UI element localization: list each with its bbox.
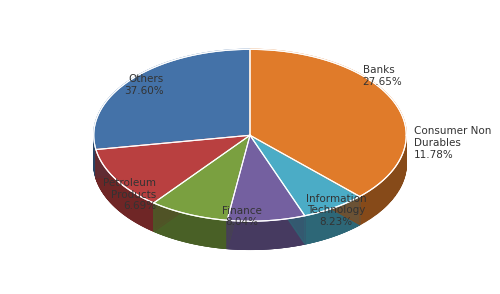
Polygon shape [385,178,386,207]
Polygon shape [383,180,384,209]
Polygon shape [94,49,250,150]
Polygon shape [386,176,388,205]
Polygon shape [250,135,360,225]
Polygon shape [396,164,398,193]
Polygon shape [250,135,360,225]
Text: Consumer Non
Durables
11.78%: Consumer Non Durables 11.78% [414,126,492,160]
Polygon shape [380,182,381,211]
Text: Others
37.60%: Others 37.60% [124,74,164,96]
Polygon shape [368,191,370,219]
Text: Banks
27.65%: Banks 27.65% [362,65,402,87]
Polygon shape [393,169,394,198]
Polygon shape [374,186,376,216]
Polygon shape [379,183,380,212]
Polygon shape [392,170,393,199]
Polygon shape [250,135,360,216]
Polygon shape [370,190,371,218]
Polygon shape [394,167,396,196]
Text: Finance
8.04%: Finance 8.04% [222,206,262,227]
Polygon shape [384,179,385,208]
Polygon shape [376,185,378,214]
Text: Information
Technology
8.23%: Information Technology 8.23% [306,194,366,227]
Text: Petroleum
Products
6.69%: Petroleum Products 6.69% [104,178,156,211]
Polygon shape [378,184,379,213]
Polygon shape [365,193,366,222]
Polygon shape [362,194,364,223]
Polygon shape [360,196,361,225]
Polygon shape [364,193,365,222]
Polygon shape [250,135,305,244]
Polygon shape [382,181,383,210]
Polygon shape [361,195,362,224]
Polygon shape [96,135,250,178]
Polygon shape [389,173,390,203]
Polygon shape [154,135,250,231]
Polygon shape [154,135,250,220]
Polygon shape [398,161,399,190]
Polygon shape [250,49,406,196]
Polygon shape [371,189,372,218]
Polygon shape [227,135,250,248]
Polygon shape [399,160,400,189]
Polygon shape [388,174,389,203]
Polygon shape [154,135,250,231]
Polygon shape [390,173,391,201]
Polygon shape [96,135,250,203]
Polygon shape [96,135,250,178]
Polygon shape [381,181,382,211]
Polygon shape [250,135,305,244]
Polygon shape [227,135,250,248]
Polygon shape [391,172,392,201]
Polygon shape [227,135,305,221]
Polygon shape [366,192,368,221]
Polygon shape [372,188,374,217]
